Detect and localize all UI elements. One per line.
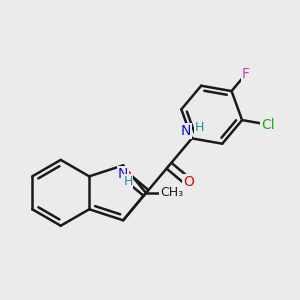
Text: N: N (180, 124, 190, 138)
Text: H: H (123, 175, 133, 188)
Text: N: N (118, 167, 128, 181)
Text: F: F (242, 67, 250, 81)
Text: O: O (184, 176, 194, 189)
Text: H: H (195, 121, 204, 134)
Text: Cl: Cl (261, 118, 274, 132)
Text: O: O (121, 169, 131, 183)
Text: CH₃: CH₃ (160, 186, 184, 199)
